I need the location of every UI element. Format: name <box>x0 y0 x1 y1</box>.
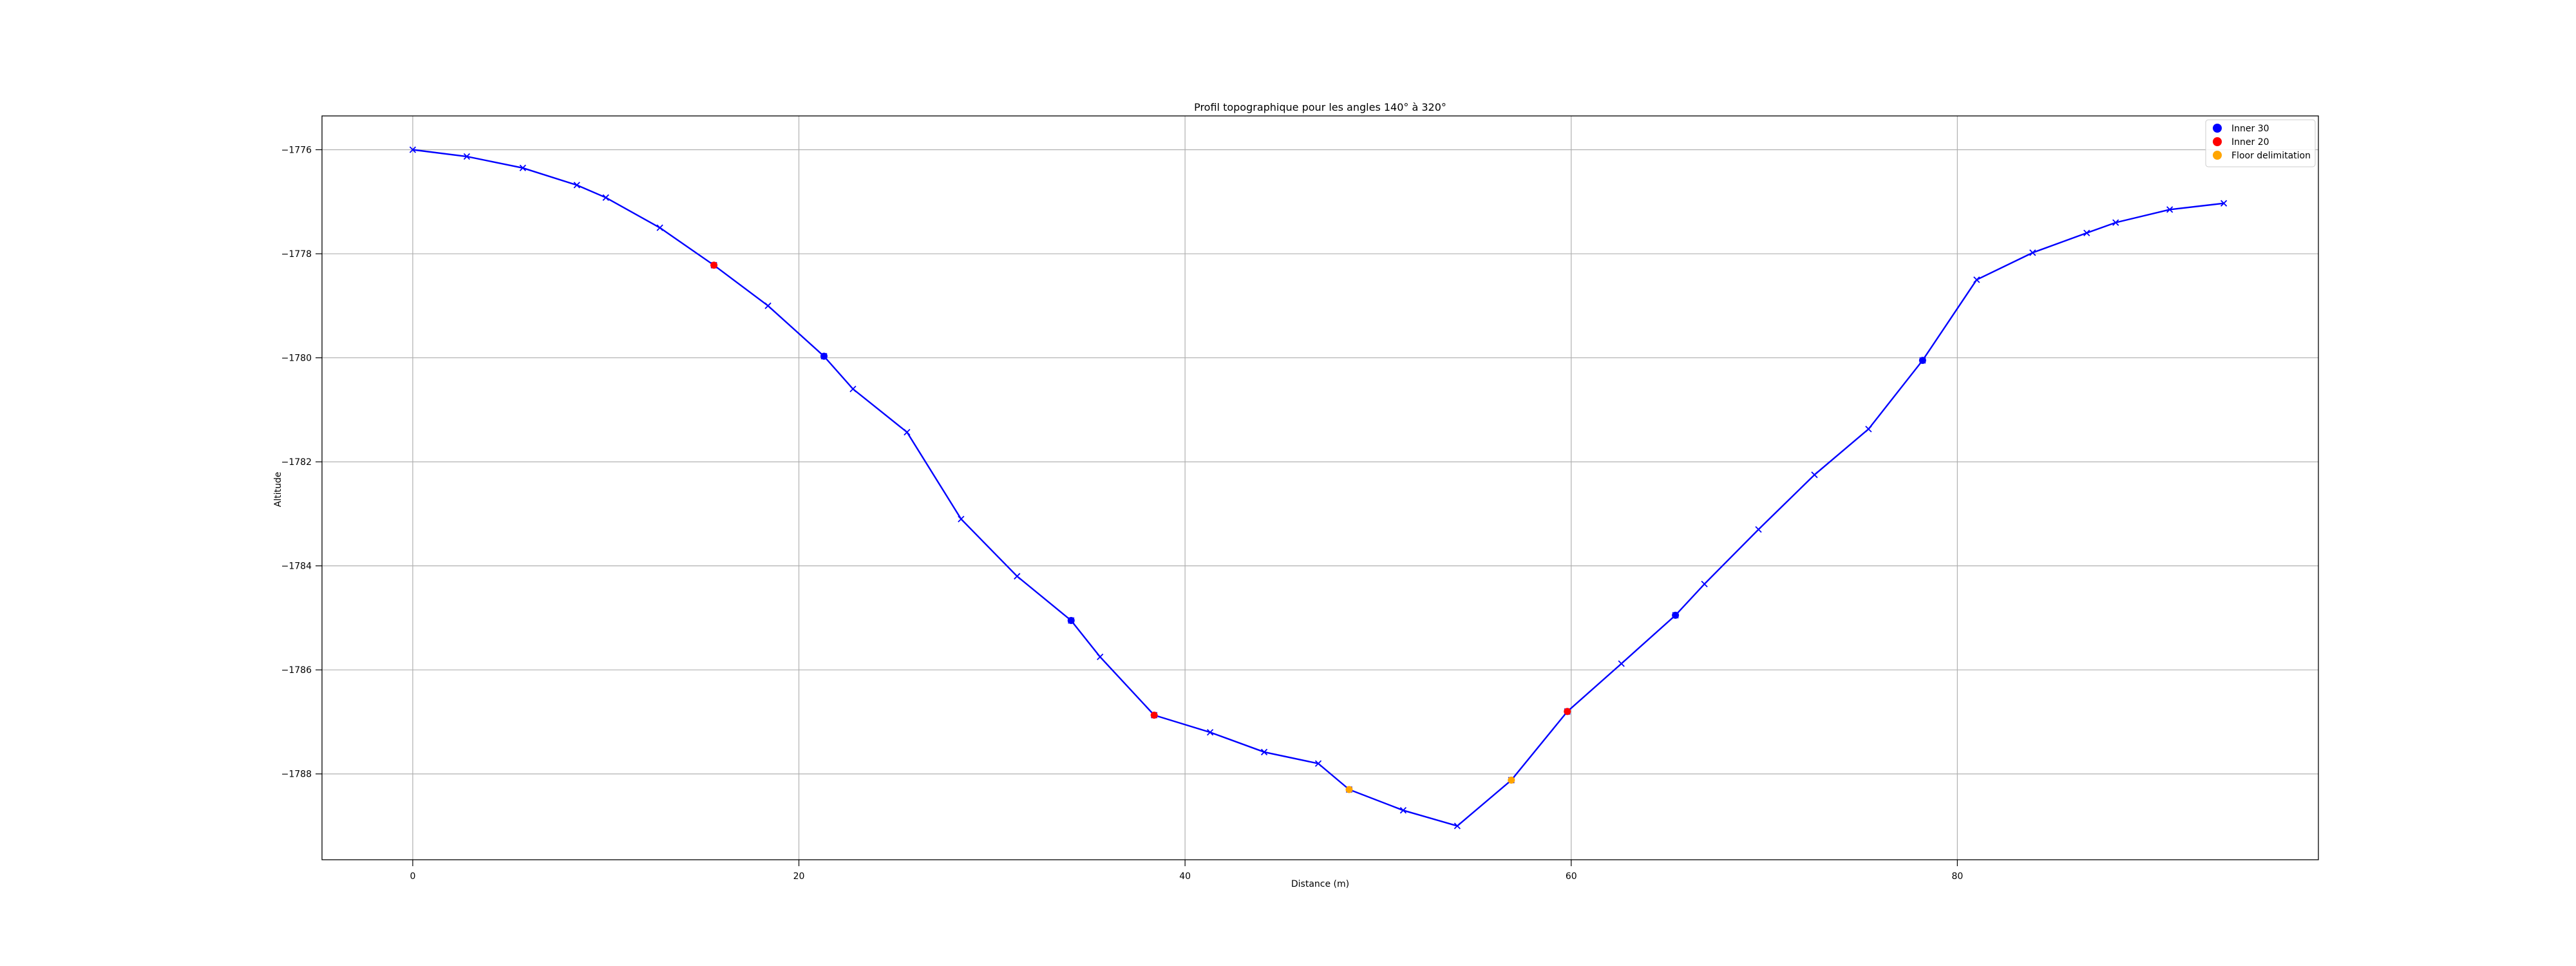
highlight-point <box>1150 711 1158 719</box>
profile-point-marker <box>1097 653 1104 661</box>
profile-point-marker <box>1865 426 1872 433</box>
legend: Inner 30 Inner 20 Floor delimitation <box>2205 119 2316 167</box>
highlight-point <box>710 261 718 269</box>
chart-title: Profil topographique pour les angles 140… <box>1194 101 1446 113</box>
profile-point-marker <box>2112 219 2119 226</box>
profile-markers-layer <box>409 146 2228 829</box>
highlight-point <box>820 352 828 360</box>
profile-point-marker <box>2083 229 2090 236</box>
profile-point-marker <box>2166 206 2174 213</box>
x-tick-label: 80 <box>1951 871 1963 882</box>
legend-swatch <box>2213 151 2222 160</box>
x-axis-ticks: 0 20 40 60 80 <box>410 860 1963 882</box>
y-tick-label: −1786 <box>281 665 312 676</box>
profile-point-marker <box>519 164 526 171</box>
y-axis-label: Altitude <box>273 472 283 507</box>
y-tick-label: −1780 <box>281 354 312 364</box>
profile-line <box>412 149 2224 827</box>
profile-point-marker <box>1014 573 1021 580</box>
legend-swatch <box>2213 137 2222 146</box>
profile-point-marker <box>1454 822 1461 829</box>
legend-entry-label: Floor delimitation <box>2231 151 2311 161</box>
y-axis-ticks: −1776 −1778 −1780 −1782 −1784 −1786 −1788 <box>281 146 322 780</box>
highlight-points-layer <box>710 261 1926 793</box>
profile-point-marker <box>409 146 417 153</box>
profile-point-marker <box>849 385 857 393</box>
profile-point-marker <box>1206 728 1214 736</box>
legend-entry-label: Inner 20 <box>2231 137 2269 147</box>
x-tick-label: 0 <box>410 871 415 882</box>
y-tick-label: −1776 <box>281 146 312 156</box>
profile-point-marker <box>463 153 470 160</box>
highlight-point <box>1067 616 1075 624</box>
profile-line-layer <box>412 149 2224 827</box>
profile-point-marker <box>904 428 911 436</box>
profile-point-marker <box>1399 807 1407 814</box>
profile-point-marker <box>1811 471 1818 478</box>
y-tick-label: −1782 <box>281 457 312 468</box>
profile-point-marker <box>1973 276 1980 283</box>
legend-box <box>2205 119 2316 167</box>
highlight-point <box>1508 776 1515 784</box>
profile-point-marker <box>958 515 965 523</box>
y-tick-label: −1784 <box>281 562 312 572</box>
x-axis-label: Distance (m) <box>1291 879 1349 889</box>
profile-point-marker <box>1618 660 1625 667</box>
profile-point-marker <box>1314 760 1322 767</box>
profile-point-marker <box>1260 748 1268 755</box>
highlight-point <box>1918 357 1926 365</box>
x-tick-label: 20 <box>793 871 805 882</box>
legend-entry-label: Inner 30 <box>2231 124 2269 134</box>
legend-swatch <box>2213 124 2222 133</box>
profile-point-marker <box>2220 200 2228 207</box>
profile-point-marker <box>1755 526 1762 533</box>
profile-point-marker <box>602 194 609 201</box>
grid-lines <box>322 116 2318 860</box>
profile-point-marker <box>1701 580 1708 588</box>
profile-point-marker <box>656 224 663 231</box>
x-tick-label: 60 <box>1566 871 1577 882</box>
profile-point-marker <box>2029 249 2036 256</box>
plot-frame <box>321 115 2319 860</box>
y-tick-label: −1778 <box>281 249 312 260</box>
profile-point-marker <box>573 182 580 189</box>
y-tick-label: −1788 <box>281 770 312 780</box>
highlight-point <box>1345 786 1353 793</box>
highlight-point <box>1672 611 1680 619</box>
x-tick-label: 40 <box>1179 871 1191 882</box>
profile-point-marker <box>764 302 772 309</box>
highlight-point <box>1564 708 1571 715</box>
